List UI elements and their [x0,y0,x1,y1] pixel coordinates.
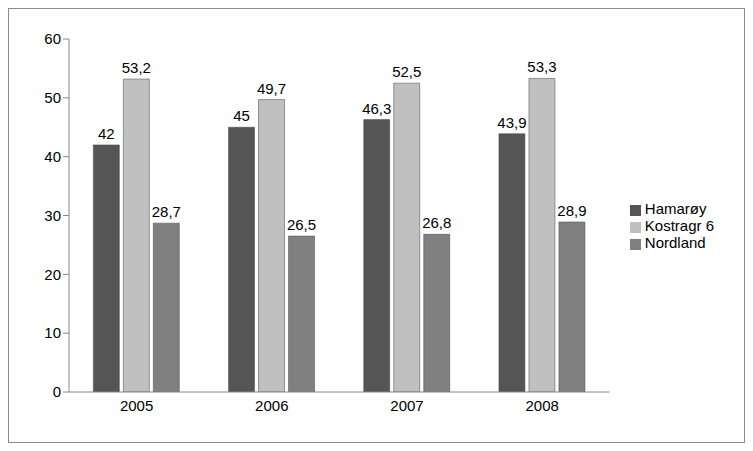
svg-text:42: 42 [98,125,115,142]
svg-text:0: 0 [53,383,61,400]
svg-text:43,9: 43,9 [497,114,526,131]
svg-text:2007: 2007 [390,397,423,414]
html-text:Hamarøy: Hamarøy [644,200,707,217]
svg-text:28,7: 28,7 [152,203,181,220]
svg-text:2008: 2008 [526,397,559,414]
svg-text:52,5: 52,5 [392,63,421,80]
svg-text:50: 50 [44,89,61,106]
svg-text:45: 45 [233,107,250,124]
svg-text:28,9: 28,9 [557,202,586,219]
svg-text:2006: 2006 [255,397,288,414]
svg-text:2005: 2005 [120,397,153,414]
svg-text:20: 20 [44,266,61,283]
svg-text:26,5: 26,5 [287,216,316,233]
svg-text:53,3: 53,3 [527,58,556,75]
html-text:Nordland: Nordland [644,234,706,251]
svg-text:26,8: 26,8 [422,214,451,231]
svg-text:40: 40 [44,148,61,165]
svg-text:46,3: 46,3 [362,100,391,117]
svg-text:49,7: 49,7 [257,80,286,97]
svg-text:60: 60 [44,30,61,47]
svg-text:30: 30 [44,207,61,224]
svg-text:53,2: 53,2 [122,59,151,76]
html-text:Kostragr 6: Kostragr 6 [644,217,714,234]
svg-text:10: 10 [44,324,61,341]
